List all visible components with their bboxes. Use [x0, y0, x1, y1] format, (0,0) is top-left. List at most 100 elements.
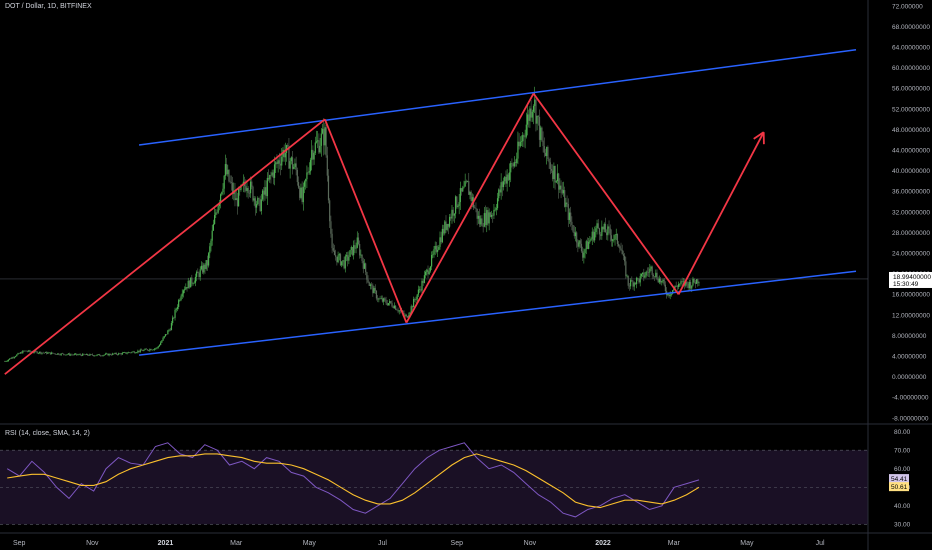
candle-body [687, 283, 689, 289]
candle-body [323, 128, 325, 146]
time-tick-label: Sep [451, 540, 464, 547]
candle-body [476, 208, 478, 219]
candle-body [425, 271, 427, 276]
candle-body [40, 351, 42, 354]
candle-body [202, 265, 204, 273]
time-tick-label: 2021 [158, 540, 174, 547]
candle-body [251, 181, 253, 187]
candle-body [29, 350, 31, 352]
candle-body [221, 192, 223, 195]
candle-body [586, 241, 589, 249]
candle-body [299, 187, 301, 198]
candle-body [16, 354, 18, 357]
candle-body [595, 228, 597, 233]
candle-body [610, 235, 613, 241]
price-tick-label: 12.00000000 [892, 312, 930, 319]
candle-body [434, 245, 436, 250]
candle-body [122, 352, 125, 354]
candle-body [625, 261, 627, 277]
candle-body [134, 352, 137, 354]
candle-body [676, 286, 678, 288]
candle-body [667, 293, 669, 296]
candle-body [536, 115, 538, 124]
price-tick-label: 8.00000000 [892, 333, 927, 340]
candle-body [269, 174, 271, 180]
candle-body [407, 316, 409, 318]
candle-body [6, 360, 8, 362]
candle-body [628, 285, 631, 287]
candle-body [656, 272, 658, 280]
candle-body [378, 298, 380, 300]
candle-body [102, 355, 104, 356]
rsi-tick-label: 80.00 [894, 429, 911, 436]
candle-body [132, 351, 134, 353]
candle-body [59, 354, 61, 356]
candle-body [695, 279, 698, 284]
candle-body [214, 215, 216, 225]
candle-body [8, 358, 11, 360]
price-axis[interactable]: 72.000000 68.00000000 64.00000000 60.000000… [892, 3, 930, 422]
candle-body [368, 282, 370, 286]
candle-body [309, 159, 312, 172]
candle-body [188, 280, 191, 288]
rsi-tag-value: 54.41 [891, 476, 908, 483]
candle-body [22, 350, 24, 354]
candle-body [612, 239, 614, 241]
candle-body [258, 198, 260, 200]
candle-body [558, 173, 560, 190]
candle-body [616, 234, 619, 244]
candle-body [281, 156, 283, 166]
arrow-head [753, 131, 765, 140]
candle-body [167, 330, 169, 335]
candle-body [276, 162, 278, 164]
candle-body [217, 206, 219, 213]
candle-body [236, 198, 238, 207]
candle-body [657, 279, 659, 283]
candle-body [305, 179, 307, 182]
upper-channel-line [138, 49, 857, 146]
candle-body [253, 198, 255, 201]
candle-body [151, 349, 153, 351]
candle-body [543, 146, 545, 153]
candle-body [182, 290, 185, 294]
candle-body [464, 181, 466, 187]
time-axis[interactable]: Sep Nov 2021 Mar May Jul Sep Nov 2022 Mar May Jul [13, 540, 825, 547]
candle-body [639, 276, 641, 283]
candle-body [465, 181, 467, 182]
candle-body [265, 187, 267, 197]
candle-body [91, 354, 93, 356]
candle-body [315, 141, 318, 143]
candle-body [698, 282, 700, 284]
candle-body [431, 254, 433, 267]
candle-body [488, 212, 490, 224]
price-tag [889, 271, 932, 288]
candle-body [297, 182, 300, 188]
candle-body [360, 254, 362, 256]
candle-body [404, 315, 406, 316]
candle-body [264, 187, 266, 195]
candle-body [510, 163, 512, 173]
candle-body [128, 352, 131, 353]
price-tick-label: 44.00000000 [892, 148, 930, 155]
candle-body [643, 272, 645, 278]
candle-body [682, 281, 684, 283]
candle-body [531, 111, 533, 118]
candle-body [289, 161, 291, 169]
candle-body [311, 149, 313, 160]
candle-body [338, 254, 340, 256]
candle-body [34, 350, 36, 353]
candle-body [47, 352, 49, 354]
candle-body [41, 352, 43, 354]
candle-body [194, 276, 197, 283]
candle-body [173, 317, 175, 319]
candle-body [413, 299, 415, 308]
candle-body [130, 352, 132, 354]
candles [4, 86, 700, 362]
candle-body [70, 354, 72, 356]
candle-body [237, 188, 240, 207]
candle-body [668, 293, 670, 297]
candle-body [377, 298, 379, 300]
candle-body [320, 133, 322, 146]
price-tick-label: 16.00000000 [892, 292, 930, 299]
